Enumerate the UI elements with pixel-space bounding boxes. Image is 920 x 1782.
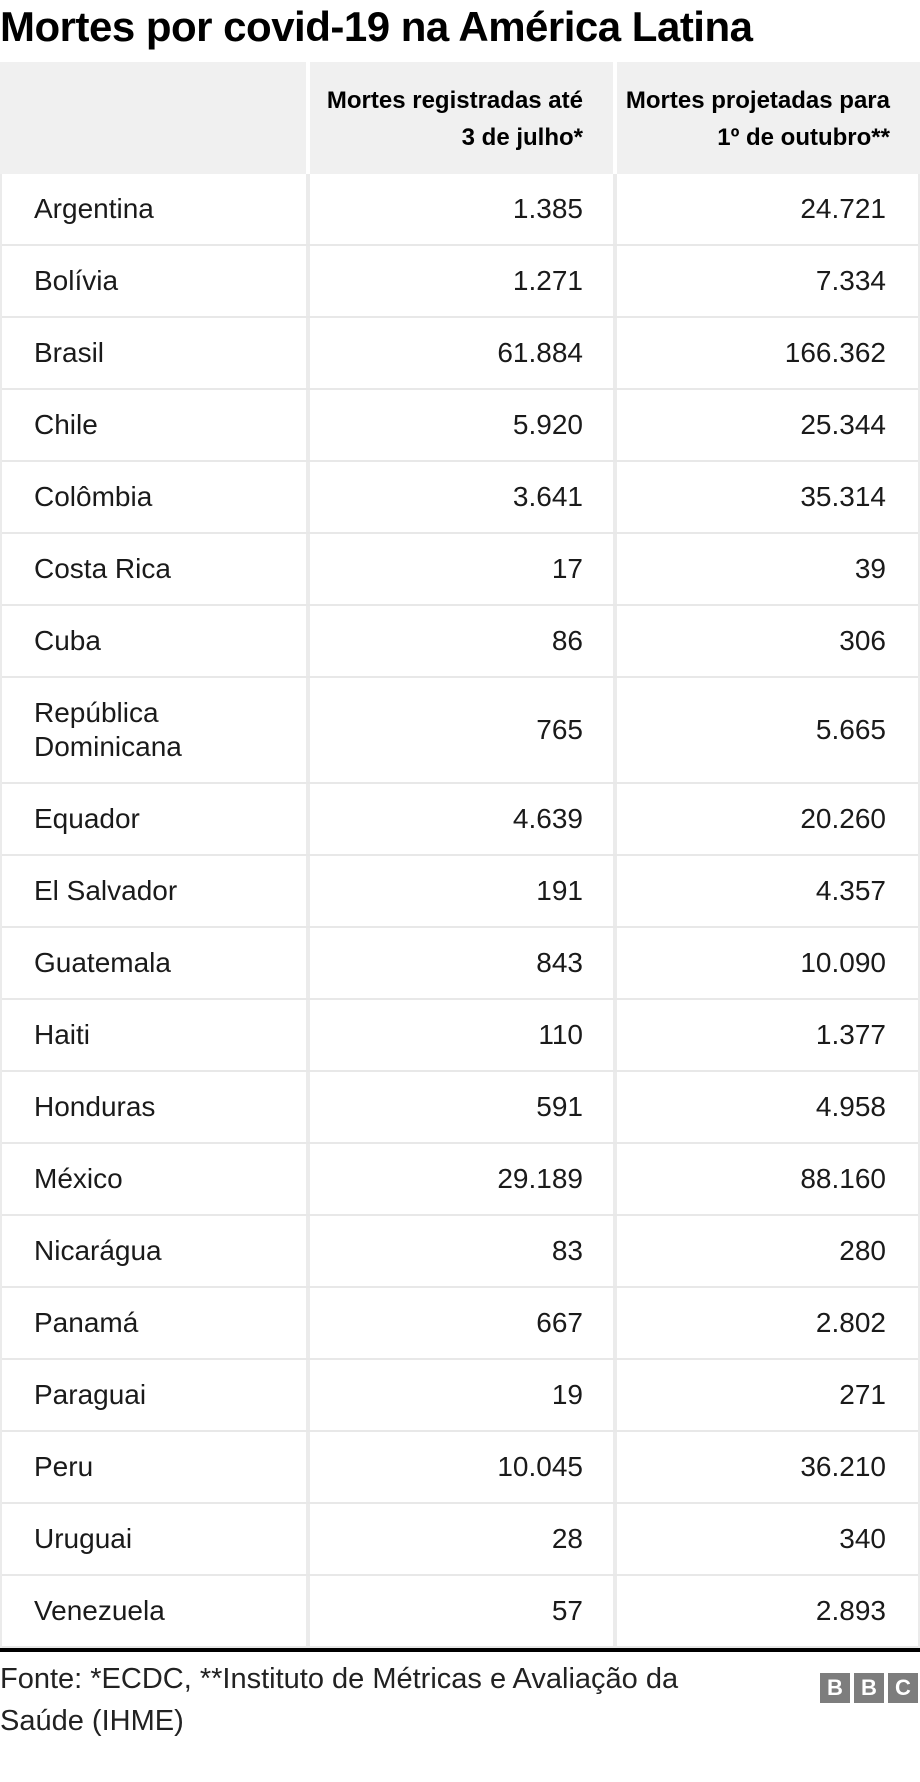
- country-cell: Argentina: [34, 193, 154, 224]
- registered-deaths-cell: 843: [306, 928, 613, 998]
- registered-deaths-cell: 1.271: [306, 246, 613, 316]
- registered-deaths-cell: 1.385: [306, 174, 613, 244]
- registered-deaths-cell: 17: [306, 534, 613, 604]
- table-row: Argentina 1.385 24.721: [2, 174, 918, 246]
- projected-deaths-cell: 88.160: [613, 1144, 918, 1214]
- country-cell: Brasil: [34, 337, 105, 368]
- bbc-logo-letter-b2: B: [854, 1673, 884, 1703]
- registered-deaths-cell: 110: [306, 1000, 613, 1070]
- table-row: Chile 5.920 25.344: [2, 390, 918, 462]
- table-row: Colômbia 3.641 35.314: [2, 462, 918, 534]
- registered-deaths-cell: 667: [306, 1288, 613, 1358]
- table-row: Uruguai 28 340: [2, 1504, 918, 1576]
- registered-deaths-cell: 86: [306, 606, 613, 676]
- country-cell: Bolívia: [34, 265, 119, 296]
- registered-deaths-cell: 29.189: [306, 1144, 613, 1214]
- footer: Fonte: *ECDC, **Instituto de Métricas e …: [0, 1648, 920, 1742]
- country-cell: Paraguai: [34, 1379, 147, 1410]
- country-cell: Chile: [34, 409, 98, 440]
- projected-deaths-cell: 166.362: [613, 318, 918, 388]
- table-row: República Dominicana 765 5.665: [2, 678, 918, 784]
- country-cell: Cuba: [34, 625, 101, 656]
- projected-deaths-cell: 10.090: [613, 928, 918, 998]
- infographic: Mortes por covid-19 na América Latina Mo…: [0, 3, 920, 1742]
- registered-deaths-cell: 57: [306, 1576, 613, 1646]
- table-row: Panamá 667 2.802: [2, 1288, 918, 1360]
- projected-deaths-cell: 20.260: [613, 784, 918, 854]
- projected-deaths-cell: 1.377: [613, 1000, 918, 1070]
- covid-deaths-table: Mortes registradas até 3 de julho* Morte…: [0, 62, 920, 1648]
- header-registered-deaths-column: Mortes registradas até 3 de julho*: [306, 62, 613, 174]
- table-row: Cuba 86 306: [2, 606, 918, 678]
- bbc-logo-letter-b1: B: [820, 1673, 850, 1703]
- bbc-logo-letter-c: C: [888, 1673, 918, 1703]
- table-row: Equador 4.639 20.260: [2, 784, 918, 856]
- projected-deaths-cell: 2.802: [613, 1288, 918, 1358]
- projected-deaths-cell: 36.210: [613, 1432, 918, 1502]
- table-row: Bolívia 1.271 7.334: [2, 246, 918, 318]
- registered-deaths-cell: 83: [306, 1216, 613, 1286]
- page-title: Mortes por covid-19 na América Latina: [0, 3, 753, 50]
- country-cell: Panamá: [34, 1307, 139, 1338]
- country-cell: Nicarágua: [34, 1235, 162, 1266]
- country-cell: México: [34, 1163, 123, 1194]
- registered-deaths-cell: 19: [306, 1360, 613, 1430]
- country-cell: Uruguai: [34, 1523, 133, 1554]
- projected-deaths-cell: 4.958: [613, 1072, 918, 1142]
- country-cell: Honduras: [34, 1091, 156, 1122]
- table-header-row: Mortes registradas até 3 de julho* Morte…: [0, 62, 920, 174]
- country-cell: Guatemala: [34, 947, 171, 978]
- country-cell: República Dominicana: [34, 697, 182, 762]
- projected-deaths-cell: 306: [613, 606, 918, 676]
- projected-deaths-cell: 35.314: [613, 462, 918, 532]
- country-cell: Haiti: [34, 1019, 91, 1050]
- table-row: Brasil 61.884 166.362: [2, 318, 918, 390]
- country-cell: Colômbia: [34, 481, 153, 512]
- registered-deaths-cell: 5.920: [306, 390, 613, 460]
- registered-deaths-cell: 765: [306, 678, 613, 782]
- header-projected-deaths-column: Mortes projetadas para 1º de outubro**: [613, 62, 920, 174]
- projected-deaths-cell: 4.357: [613, 856, 918, 926]
- registered-deaths-cell: 591: [306, 1072, 613, 1142]
- bbc-logo: B B C: [816, 1673, 918, 1703]
- country-cell: El Salvador: [34, 875, 178, 906]
- projected-deaths-cell: 39: [613, 534, 918, 604]
- country-cell: Equador: [34, 803, 140, 834]
- registered-deaths-cell: 10.045: [306, 1432, 613, 1502]
- table-row: Guatemala 843 10.090: [2, 928, 918, 1000]
- projected-deaths-cell: 271: [613, 1360, 918, 1430]
- table-row: Peru 10.045 36.210: [2, 1432, 918, 1504]
- table-row: Paraguai 19 271: [2, 1360, 918, 1432]
- country-cell: Venezuela: [34, 1595, 165, 1626]
- projected-deaths-cell: 280: [613, 1216, 918, 1286]
- country-cell: Costa Rica: [34, 553, 171, 584]
- registered-deaths-cell: 61.884: [306, 318, 613, 388]
- registered-deaths-cell: 4.639: [306, 784, 613, 854]
- registered-deaths-cell: 28: [306, 1504, 613, 1574]
- projected-deaths-cell: 5.665: [613, 678, 918, 782]
- table-row: El Salvador 191 4.357: [2, 856, 918, 928]
- table-body: Argentina 1.385 24.721 Bolívia 1.271 7.3…: [0, 174, 920, 1648]
- projected-deaths-cell: 24.721: [613, 174, 918, 244]
- registered-deaths-cell: 3.641: [306, 462, 613, 532]
- projected-deaths-cell: 7.334: [613, 246, 918, 316]
- projected-deaths-cell: 2.893: [613, 1576, 918, 1646]
- projected-deaths-cell: 25.344: [613, 390, 918, 460]
- table-row: Honduras 591 4.958: [2, 1072, 918, 1144]
- table-row: Haiti 110 1.377: [2, 1000, 918, 1072]
- projected-deaths-cell: 340: [613, 1504, 918, 1574]
- table-row: Costa Rica 17 39: [2, 534, 918, 606]
- registered-deaths-cell: 191: [306, 856, 613, 926]
- header-country-column: [0, 62, 306, 174]
- table-row: Nicarágua 83 280: [2, 1216, 918, 1288]
- source-note: Fonte: *ECDC, **Instituto de Métricas e …: [0, 1663, 679, 1737]
- table-row: México 29.189 88.160: [2, 1144, 918, 1216]
- table-row: Venezuela 57 2.893: [2, 1576, 918, 1648]
- country-cell: Peru: [34, 1451, 94, 1482]
